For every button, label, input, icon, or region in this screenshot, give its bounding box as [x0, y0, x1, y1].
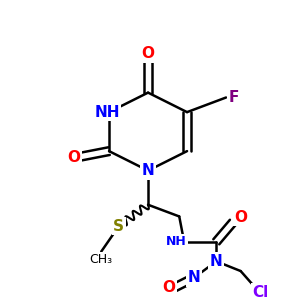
Text: CH₃: CH₃: [90, 253, 113, 266]
Text: F: F: [229, 90, 239, 105]
Text: O: O: [162, 280, 175, 295]
Text: O: O: [68, 150, 80, 165]
Text: N: N: [188, 270, 200, 285]
Text: Cl: Cl: [252, 285, 268, 300]
Text: O: O: [142, 46, 154, 61]
Text: O: O: [234, 210, 247, 225]
Text: N: N: [210, 254, 223, 269]
Text: NH: NH: [94, 105, 120, 120]
Text: NH: NH: [166, 235, 187, 248]
Text: S: S: [113, 219, 124, 234]
Text: N: N: [142, 163, 154, 178]
